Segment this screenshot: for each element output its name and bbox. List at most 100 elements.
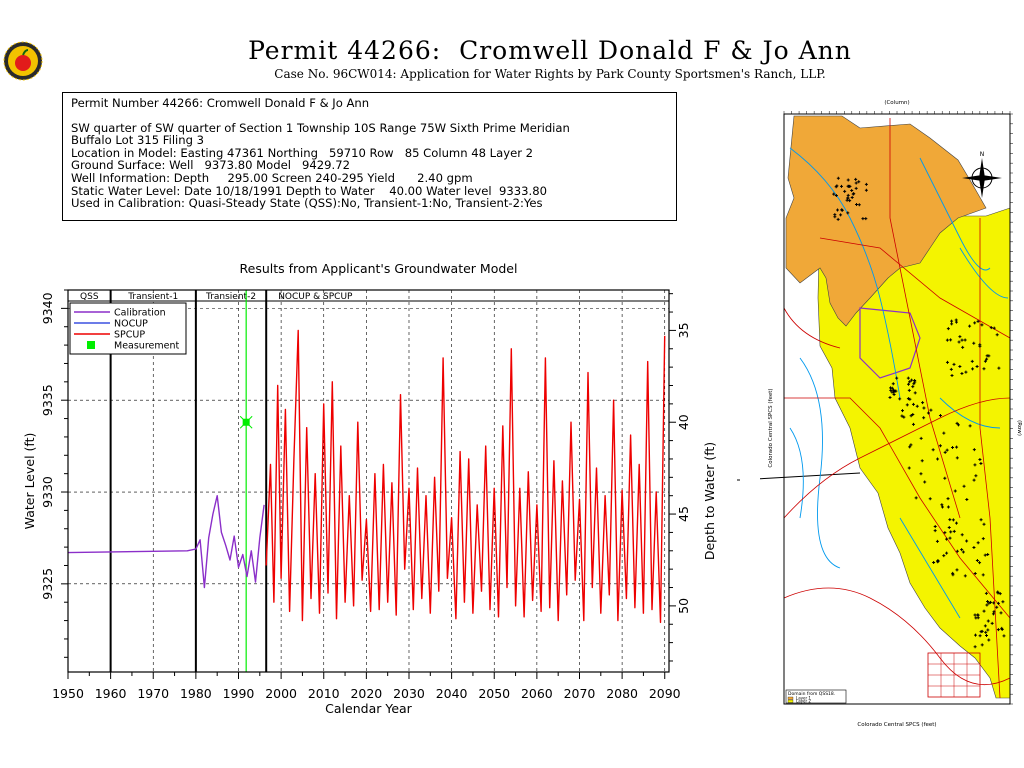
x-tick-label: 1950 [52,686,84,701]
x-axis-label: Calendar Year [325,701,413,716]
map-well-marker [983,624,987,628]
map-well-marker [912,382,916,386]
x-tick-label: 2030 [393,686,425,701]
map-stream [939,397,1001,429]
map-well-marker [955,549,959,553]
map-well-marker [864,188,868,192]
map-well-marker [955,456,959,460]
permit-info-box: Permit Number 44266: Cromwell Donald F &… [62,92,677,221]
map-well-marker [957,340,961,344]
y-tick-label: 9340 [40,292,55,324]
logo-seal-icon [3,41,43,81]
x-tick-label: 2070 [564,686,596,701]
map-well-marker [850,195,854,199]
map-well-marker [973,645,977,649]
map-well-marker [1000,627,1004,631]
map-well-marker [893,389,897,393]
map-well-marker [985,354,989,358]
map-well-marker [943,450,947,454]
x-tick-label: 1990 [223,686,255,701]
map-well-marker [932,560,936,564]
map-well-marker [895,376,899,380]
map-well-marker [974,616,978,620]
x-tick-label: 2010 [308,686,340,701]
map-well-marker [921,401,925,405]
right-tick-label: 35 [676,322,691,338]
map-well-marker [982,367,986,371]
map-well-marker [846,178,850,182]
map-road [783,307,841,349]
map-well-marker [946,327,950,331]
map-well-marker [940,503,944,507]
right-tick-label: 45 [676,506,691,522]
map-well-marker [985,633,989,637]
y-tick-label: 9325 [40,568,55,600]
page-subtitle: Case No. 96CW014: Application for Water … [274,67,826,81]
map-legend-box [785,689,847,704]
x-tick-label: 2090 [649,686,681,701]
map-well-marker [946,505,950,509]
map-well-marker [908,380,912,384]
map-well-marker [951,571,955,575]
map-well-marker [833,215,837,219]
map-well-marker [963,338,967,342]
map-well-marker [979,518,983,522]
map-well-marker [986,619,990,623]
map-well-marker [986,553,990,557]
map-well-marker [845,198,849,202]
map-well-marker [931,448,935,452]
map-well-marker [995,333,999,337]
map-well-marker [960,338,964,342]
map-well-marker [990,621,994,625]
map-well-marker [951,518,955,522]
map-well-marker [954,318,958,322]
map-well-marker [948,536,952,540]
map-well-marker [855,202,859,206]
map-well-marker [919,472,923,476]
map-layer1-region [785,115,987,327]
map-well-marker [942,554,946,558]
map-well-marker [905,403,909,407]
model-domain-map: N (Column) Colorado Central SPCS (feet) (Ro… [760,100,1022,728]
map-well-marker [909,414,913,418]
map-bottom-axis-label: Colorado Central SPCS (feet) [857,722,936,728]
map-well-marker [835,184,839,188]
map-well-marker [980,323,984,327]
map-well-marker [974,474,978,478]
map-well-marker [846,193,850,197]
map-well-marker [949,367,953,371]
map-well-marker [978,561,982,565]
map-well-marker [907,466,911,470]
map-well-marker [949,338,953,342]
map-well-marker [991,612,995,616]
map-top-axis-label: (Column) [884,100,909,106]
map-well-marker [907,388,911,392]
map-well-marker [915,404,919,408]
map-stream [789,427,804,519]
info-line-model-location: Location in Model: Easting 47361 Northin… [71,145,534,160]
map-legend-swatch-layer1 [787,696,794,700]
measurement-point-cross [239,415,253,429]
map-well-marker [848,199,852,203]
info-line-calibration-use: Used in Calibration: Quasi-Steady State … [71,196,543,211]
map-legend-swatch-layer2 [787,699,794,703]
map-well-marker [983,359,987,363]
map-well-marker [945,360,949,364]
map-road [784,397,1011,619]
x-tick-label: 2000 [265,686,297,701]
map-well-marker [945,537,949,541]
map-well-marker [958,365,962,369]
map-well-marker [972,478,976,482]
map-well-marker [950,319,954,323]
right-tick-label: 40 [676,414,691,430]
map-well-marker [951,446,955,450]
map-well-marker [973,613,977,617]
map-legend-layer2: Layer 2 [796,699,811,704]
map-well-marker [950,322,954,326]
map-well-marker [975,558,979,562]
map-layer2-region [817,207,1011,699]
map-well-marker [929,408,933,412]
map-well-marker [953,489,957,493]
map-legend-layer1: Layer 1 [796,696,811,701]
map-well-marker [955,445,959,449]
